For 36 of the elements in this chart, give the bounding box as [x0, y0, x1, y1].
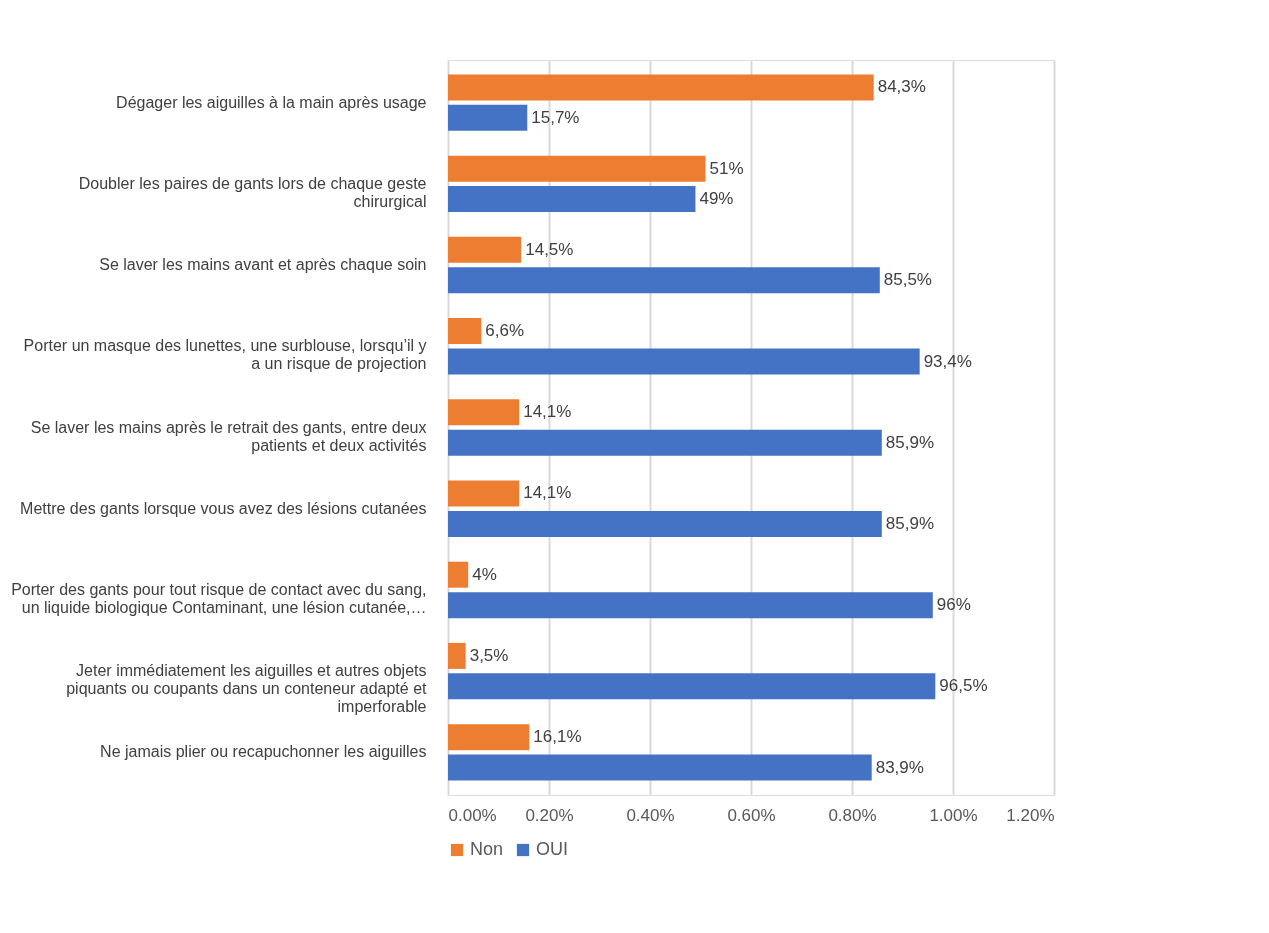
y-tick-label: Jeter immédiatement les aiguilles et autres objets piquants ou coupants dans un conteneur adapté et imperforable	[66, 662, 428, 716]
data-label: 14,1%	[523, 402, 572, 422]
data-label: 15,7%	[531, 107, 580, 127]
y-tick-label: Dégager les aiguilles à la main après usage	[116, 93, 427, 111]
data-label: 85,9%	[885, 513, 934, 533]
y-tick-label: Se laver les mains avant et après chaque soin	[99, 256, 427, 274]
x-tick-label: 0.60%	[727, 805, 776, 825]
data-label: 84,3%	[877, 77, 926, 97]
x-tick-label: 0.20%	[525, 805, 574, 825]
data-label: 16,1%	[533, 727, 582, 747]
data-label: 3,5%	[469, 645, 509, 665]
y-tick-label: Se laver les mains après le retrait des gants, entre deux patients et deux activités	[30, 418, 427, 454]
data-label: 83,9%	[875, 757, 924, 777]
data-label: 96,5%	[939, 676, 988, 696]
x-tick-label: 1.00%	[929, 805, 978, 825]
data-label: 6,6%	[485, 321, 525, 341]
data-label: 85,9%	[885, 432, 934, 452]
data-label: 51%	[709, 158, 744, 178]
y-tick-label: Porter des gants pour tout risque de contact avec du sang, un liquide biologique Contaminant, une lésion cutanée,…	[11, 580, 427, 616]
y-tick-label: Mettre des gants lorsque vous avez des lésions cutanées	[20, 499, 427, 517]
y-tick-label: Ne jamais plier ou recapuchonner les aiguilles	[100, 743, 427, 761]
data-label: 14,1%	[523, 483, 572, 503]
x-tick-label: 1.20%	[1006, 805, 1055, 825]
data-label: 96%	[936, 595, 971, 615]
data-label: 49%	[699, 189, 734, 209]
y-tick-label: Porter un masque des lunettes, une surblouse, lorsqu’il y a un risque de projection	[23, 337, 427, 373]
data-label: 85,5%	[883, 270, 932, 290]
legend-label: Non	[470, 839, 504, 859]
x-tick-label: 0.80%	[828, 805, 877, 825]
y-tick-label: Doubler les paires de gants lors de chaque geste chirurgical	[78, 174, 427, 210]
x-tick-label: 0.00%	[448, 805, 497, 825]
data-label: 4%	[472, 564, 497, 584]
legend-label: OUI	[536, 839, 569, 859]
data-label: 14,5%	[525, 239, 574, 259]
x-tick-label: 0.40%	[626, 805, 675, 825]
data-label: 93,4%	[923, 351, 972, 371]
